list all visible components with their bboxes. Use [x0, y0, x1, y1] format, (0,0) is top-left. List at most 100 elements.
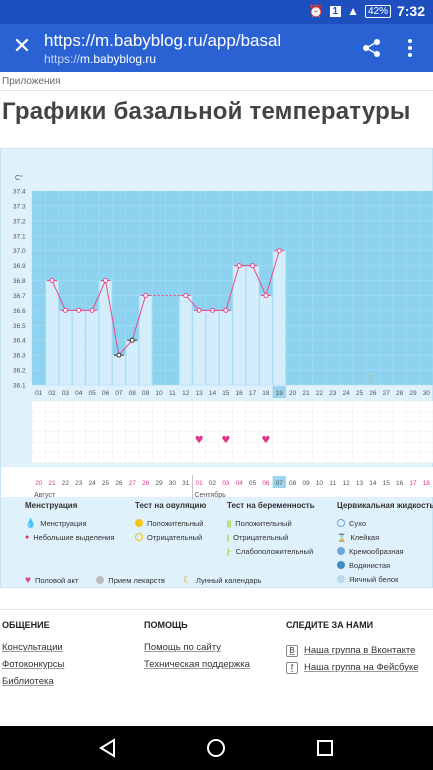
divider: [0, 609, 433, 610]
calendar-date-label: 25: [102, 480, 110, 487]
footer-link-label: Наша группа на Фейсбуке: [304, 662, 419, 673]
cycle-day-label: 10: [155, 390, 163, 397]
cycle-day-label: 21: [302, 390, 310, 397]
legend-item: Кремообразная: [337, 544, 433, 558]
temperature-point: [276, 248, 282, 254]
cycle-day-label: 18: [262, 390, 270, 397]
two-lines-icon: ||: [227, 518, 232, 528]
browser-toolbar: ✕ https://m.babyblog.ru/app/basal https:…: [0, 24, 433, 72]
page-title: Графики базальной температуры: [2, 98, 411, 125]
temperature-point: [103, 278, 109, 284]
legend-item: |· Слабоположительный: [227, 544, 315, 558]
legend-item: ♥ Половой акт: [25, 573, 78, 587]
divider: [0, 90, 433, 91]
calendar-date-label: 14: [369, 480, 377, 487]
calendar-date-label: 23: [75, 480, 83, 487]
legend-item: 💧 Менструация: [25, 516, 114, 530]
legend-label: Небольшие выделения: [33, 532, 115, 542]
footer-link[interactable]: Фотоконкурсы: [2, 659, 65, 670]
cycle-day-label: 03: [62, 390, 70, 397]
calendar-date-label: 02: [209, 480, 217, 487]
calendar-date-label: 09: [302, 480, 310, 487]
basal-temperature-chart: C° 37.4 37.3 37.2 37.1 37.0 36.9 36.8 36.7 36.6 36…: [1, 174, 433, 499]
cycle-day-label: 07: [115, 390, 123, 397]
url-host: https://m.babyblog.ru: [44, 52, 156, 66]
cycle-day-label: 30: [423, 390, 431, 397]
legend-label: Отрицательный: [233, 532, 289, 542]
legend-heading: Менструация: [25, 501, 78, 510]
footer-link[interactable]: Помощь по сайту: [144, 642, 221, 653]
y-tick-label: 36.7: [13, 293, 26, 300]
calendar-date-label: 27: [129, 480, 137, 487]
recents-icon[interactable]: [316, 739, 334, 757]
breadcrumb[interactable]: Приложения: [2, 76, 61, 87]
home-icon[interactable]: [206, 738, 226, 758]
vk-group-link[interactable]: B Наша группа в Вконтакте: [286, 642, 419, 659]
temperature-bar: [85, 310, 99, 386]
heart-icon: ♥: [195, 435, 204, 446]
legend-item: ⌛ Клейкая: [337, 530, 433, 544]
temperature-bar: [99, 280, 112, 386]
heart-icon: ♥: [221, 435, 230, 446]
temperature-point: [263, 292, 269, 298]
close-icon[interactable]: ✕: [12, 33, 32, 58]
cycle-day-label: 09: [142, 390, 150, 397]
url-scheme: https://: [44, 52, 81, 66]
temperature-point: [76, 307, 82, 313]
positive-dot-icon: [135, 519, 143, 527]
temperature-point: [209, 307, 215, 313]
legend-label: Прием лекарств: [108, 575, 165, 585]
heart-icon: ♥: [25, 574, 31, 586]
temperature-bar: [206, 310, 219, 386]
cycle-day-label: 04: [75, 390, 83, 397]
y-tick-label: 37.0: [13, 248, 26, 255]
legend-menstruation: Менструация 💧 Менструация ● Небольшие выде…: [25, 501, 114, 544]
y-tick-label: 36.6: [13, 308, 26, 315]
temperature-line-segment: [185, 295, 200, 311]
footer-link-label: Наша группа в Вконтакте: [304, 645, 416, 656]
calendar-date-label: 01: [195, 480, 203, 487]
temperature-bar: [112, 354, 126, 386]
footer-heading: ОБЩЕНИЕ: [2, 620, 50, 630]
url-hostname: m.babyblog.ru: [80, 52, 157, 66]
temperature-point: [129, 337, 135, 343]
back-icon[interactable]: [98, 738, 118, 758]
watery-icon: [337, 561, 345, 569]
footer-link[interactable]: Библиотека: [2, 676, 54, 687]
temperature-point: [49, 278, 55, 284]
calendar-date-label: 24: [89, 480, 97, 487]
signal-icon: ▲: [347, 4, 359, 18]
url-title[interactable]: https://m.babyblog.ru/app/basal: [44, 31, 282, 50]
calendar-date-label: 08: [289, 480, 297, 487]
temperature-bar: [192, 310, 206, 386]
negative-dot-icon: [135, 533, 143, 541]
y-tick-label: 36.3: [13, 353, 26, 360]
y-tick-label: 36.2: [13, 368, 26, 375]
footer-col-follow: СЛЕДИТЕ ЗА НАМИ B Наша группа в Вконтакте…: [286, 620, 419, 676]
footer-link[interactable]: Консультации: [2, 642, 63, 653]
heart-icon: ♥: [261, 435, 270, 446]
facebook-group-link[interactable]: f Наша группа на Фейсбуке: [286, 659, 419, 676]
cycle-day-label: 27: [383, 390, 391, 397]
legend-cervical: Цервикальная жидкость Сухо ⌛ Клейкая Крем…: [337, 501, 433, 586]
legend-label: Половой акт: [34, 575, 79, 585]
cycle-day-label: 28: [396, 390, 404, 397]
share-icon[interactable]: [362, 38, 382, 58]
calendar-date-label: 20: [35, 480, 43, 487]
footer-link[interactable]: Техническая поддержка: [144, 659, 250, 670]
legend-label: Яичный белок: [349, 574, 399, 584]
more-options-icon[interactable]: [405, 38, 415, 58]
cycle-day-label: 01: [35, 390, 43, 397]
faint-lines-icon: |·: [227, 546, 232, 556]
calendar-date-label: 13: [356, 480, 364, 487]
cycle-day-label: 14: [209, 390, 217, 397]
sticky-icon: ⌛: [337, 532, 347, 542]
y-tick-label: 37.3: [13, 203, 26, 210]
y-tick-label: 37.1: [13, 233, 26, 240]
legend-item: Сухо: [337, 516, 433, 530]
calendar-date-label: 18: [423, 480, 431, 487]
calendar-date-label: 28: [142, 480, 150, 487]
alarm-icon: ⏰: [308, 4, 324, 18]
cycle-day-label: 05: [89, 390, 97, 397]
one-line-icon: |: [227, 532, 230, 542]
